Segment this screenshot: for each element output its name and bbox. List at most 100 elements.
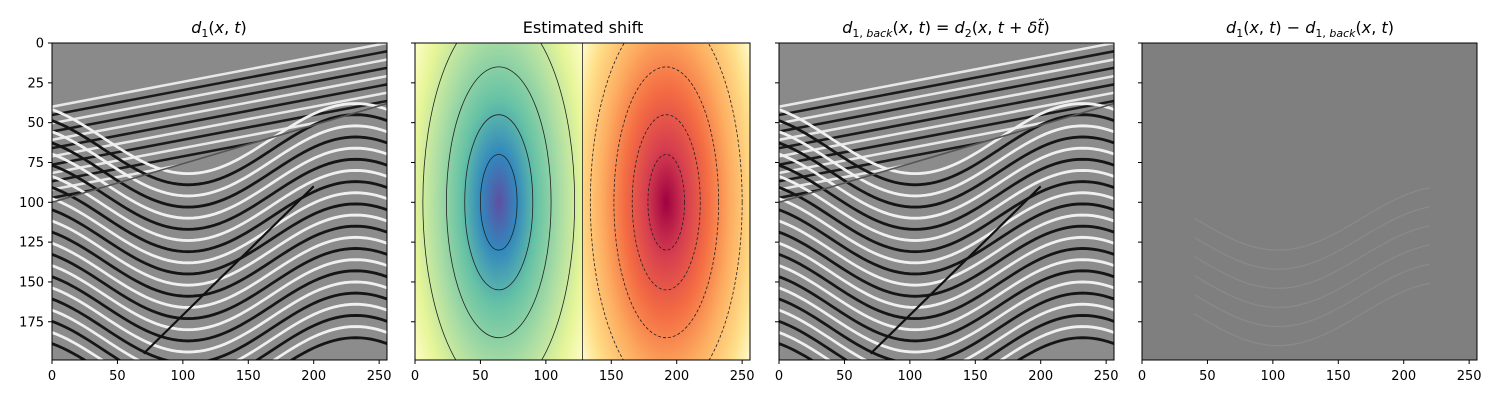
folded-event: [779, 180, 1114, 254]
x-tick-label: 50: [472, 369, 489, 384]
x-tick-label: 0: [411, 369, 419, 384]
x-tick-label: 200: [1391, 369, 1416, 384]
axes-frame: [51, 42, 388, 361]
folded-event: [52, 258, 387, 332]
linear-event: [52, 74, 387, 142]
folded-event: [779, 336, 1114, 360]
folded-event: [52, 202, 387, 276]
folded-event: [779, 235, 1114, 309]
folded-event: [779, 247, 1114, 321]
linear-event: [52, 58, 387, 125]
shift-negative-region: [415, 43, 583, 360]
folded-event: [779, 169, 1114, 242]
folded-event: [52, 235, 387, 309]
x-tick-label: 150: [963, 369, 988, 384]
title-residual: d1(x, t) − d1, back(x, t): [1226, 18, 1394, 40]
linear-event: [779, 74, 1114, 142]
x-tick-label: 150: [236, 369, 261, 384]
residual-trace: [1194, 206, 1430, 270]
image-area: [779, 43, 1114, 360]
y-tick-label: 100: [19, 196, 44, 211]
contour-line: [465, 115, 533, 290]
x-tick-label: 0: [1138, 369, 1146, 384]
y-tick-label: 25: [27, 76, 44, 91]
folded-event: [779, 269, 1114, 343]
panel-residual: 0 50 100 150 200 250: [1138, 42, 1482, 384]
folded-event: [779, 124, 1114, 198]
folded-event: [52, 113, 387, 187]
folded-event: [779, 202, 1114, 276]
x-tick-label: 100: [897, 369, 922, 384]
folded-event: [52, 302, 387, 360]
contour-line: [590, 11, 742, 393]
residual-trace: [1194, 282, 1430, 347]
axes-frame: [1141, 42, 1478, 361]
fault: [869, 185, 1042, 355]
x-tick-label: 250: [730, 369, 755, 384]
folded-event: [779, 113, 1114, 187]
linear-event: [779, 66, 1114, 133]
contour-line: [632, 115, 700, 290]
unconformity: [779, 102, 1114, 204]
x-tick-label: 0: [48, 369, 56, 384]
folded-event: [52, 157, 387, 231]
title-d1: d1(x, t): [191, 18, 247, 40]
y-tick-label: 75: [27, 156, 44, 171]
contour-line: [614, 67, 719, 338]
folded-event: [52, 291, 387, 360]
contour-line: [480, 155, 517, 251]
y-tick-label: 125: [19, 236, 44, 251]
x-tick-label: 0: [775, 369, 783, 384]
contour-line: [648, 155, 685, 251]
folded-event: [52, 135, 387, 209]
shift-positive-region: [582, 43, 750, 360]
folded-event: [779, 325, 1114, 360]
folded-event: [52, 247, 387, 321]
folded-event: [779, 291, 1114, 360]
x-tick-label: 50: [109, 369, 126, 384]
x-tick-label: 150: [599, 369, 624, 384]
folded-event: [52, 180, 387, 254]
residual-trace: [1194, 244, 1430, 309]
folded-event: [52, 191, 387, 265]
y-tick-label: 150: [19, 275, 44, 290]
folded-event: [779, 224, 1114, 298]
x-tick-label: 200: [301, 369, 326, 384]
x-tick-label: 200: [1028, 369, 1053, 384]
linear-event: [52, 99, 387, 166]
folded-event: [779, 280, 1114, 354]
x-tick-label: 150: [1326, 369, 1351, 384]
x-tick-label: 100: [170, 369, 195, 384]
residual-trace: [1194, 225, 1430, 289]
folded-event: [779, 258, 1114, 332]
folded-event: [779, 313, 1114, 360]
folded-event: [779, 191, 1114, 265]
axes-frame: [414, 42, 751, 361]
linear-event: [779, 83, 1114, 150]
image-area: [1142, 43, 1477, 360]
folded-event: [52, 224, 387, 298]
folded-region: [52, 103, 387, 360]
linear-event: [779, 50, 1114, 117]
x-tick-label: 200: [664, 369, 689, 384]
contour-line: [446, 67, 551, 338]
residual-trace: [1194, 263, 1430, 328]
linear-event: [52, 91, 387, 158]
linear-event: [779, 99, 1114, 166]
title-d1-back: d1, back(x, t) = d2(x, t + δt̃): [842, 18, 1050, 40]
folded-event: [52, 169, 387, 242]
axes-frame: [778, 42, 1115, 361]
fault: [142, 185, 315, 355]
folded-event: [52, 313, 387, 360]
linear-event: [52, 43, 387, 108]
y-tick-label: 50: [27, 116, 44, 131]
folded-event: [52, 124, 387, 198]
unconformity: [52, 102, 387, 204]
folded-event: [779, 157, 1114, 231]
folded-region: [779, 103, 1114, 360]
x-tick-label: 100: [1260, 369, 1285, 384]
y-tick-label: 175: [19, 315, 44, 330]
x-tick-label: 250: [367, 369, 392, 384]
folded-event: [52, 269, 387, 343]
